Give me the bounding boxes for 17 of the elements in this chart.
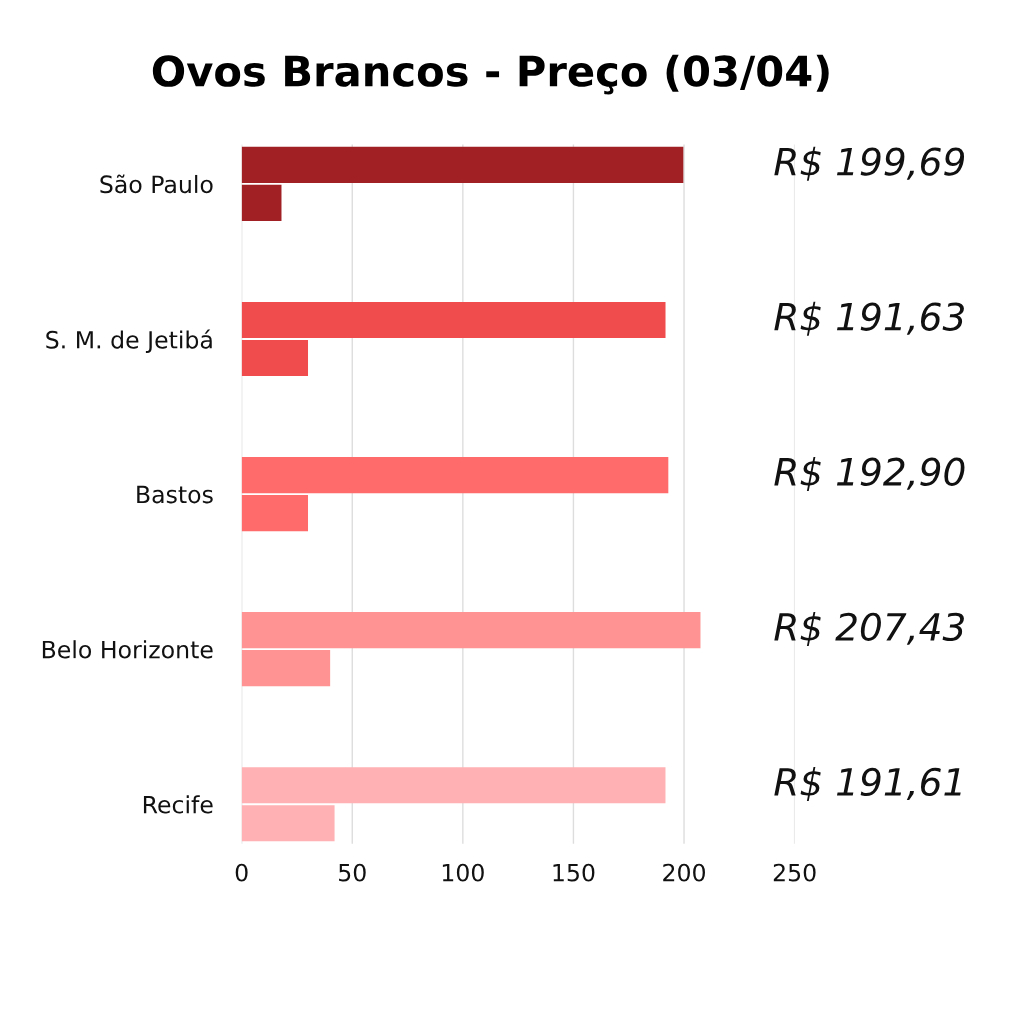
- y-tick-label: Belo Horizonte: [42, 640, 213, 659]
- data-label: R$ 191,61: [774, 767, 961, 802]
- data-label: R$ 191,63: [774, 301, 964, 336]
- y-tick-label: Recife: [143, 795, 213, 814]
- x-tick-label: 250: [773, 863, 816, 882]
- x-tick-label: 150: [553, 863, 595, 882]
- data-label: R$ 199,69: [774, 146, 965, 181]
- data-label: R$ 207,43: [774, 612, 964, 647]
- y-tick-label: Bastos: [137, 485, 213, 504]
- x-tick-label: 0: [235, 863, 248, 882]
- x-tick-label: 50: [339, 863, 366, 882]
- x-tick-label: 100: [442, 863, 484, 882]
- x-tick-label: 200: [663, 863, 705, 882]
- data-label: R$ 192,90: [774, 456, 965, 491]
- y-tick-label: S. M. de Jetibá: [46, 329, 212, 354]
- chart-title: Ovos Brancos - Preço (03/04): [152, 54, 829, 95]
- y-tick-label: São Paulo: [100, 174, 213, 194]
